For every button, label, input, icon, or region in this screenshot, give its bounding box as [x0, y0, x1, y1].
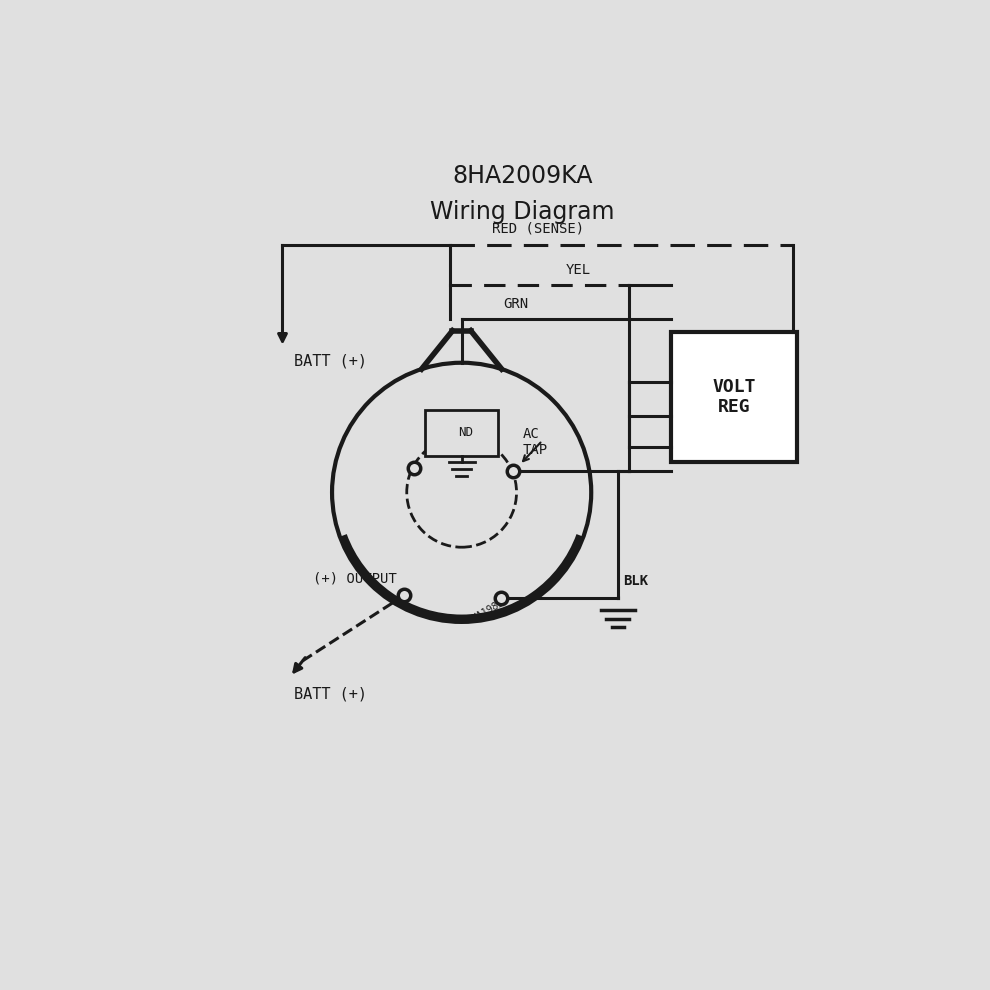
Text: (+) OUTPUT: (+) OUTPUT	[313, 571, 397, 585]
Text: BLK: BLK	[624, 574, 648, 588]
FancyBboxPatch shape	[426, 410, 498, 455]
Text: 8HA2009KA: 8HA2009KA	[452, 164, 593, 188]
Text: ND: ND	[458, 427, 473, 440]
FancyBboxPatch shape	[671, 333, 797, 461]
Text: UA1985: UA1985	[470, 597, 506, 624]
Text: BATT (+): BATT (+)	[294, 686, 367, 701]
Text: VOLT
REG: VOLT REG	[713, 377, 756, 417]
Text: YEL: YEL	[565, 263, 590, 277]
Text: BATT (+): BATT (+)	[294, 353, 367, 368]
Text: RED (SENSE): RED (SENSE)	[492, 222, 584, 236]
Text: Wiring Diagram: Wiring Diagram	[431, 200, 615, 224]
Text: GRN: GRN	[504, 297, 529, 311]
Text: AC
TAP: AC TAP	[523, 427, 547, 457]
